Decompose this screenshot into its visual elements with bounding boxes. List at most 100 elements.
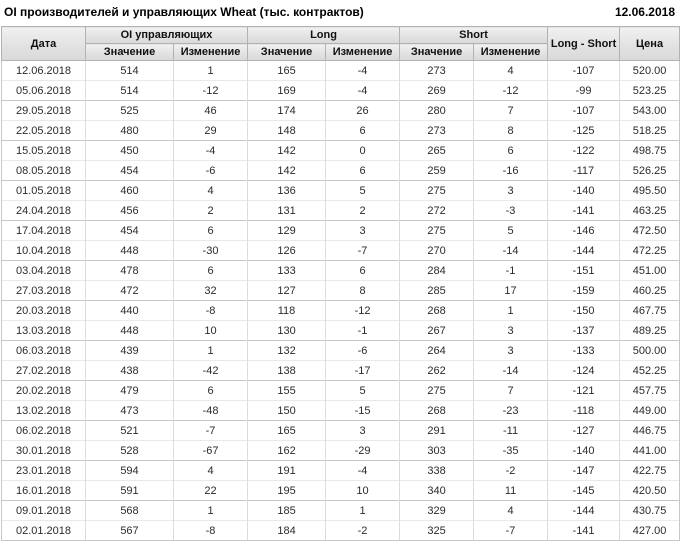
cell-oi-value: 514	[85, 60, 174, 81]
header-oi-change: Изменение	[172, 43, 249, 61]
cell-short-value: 273	[399, 60, 475, 81]
cell-price: 498.75	[619, 140, 680, 161]
cell-long-value: 118	[247, 300, 327, 321]
cell-short-value: 284	[399, 260, 475, 281]
cell-long-change: -12	[325, 300, 401, 321]
header-group-long: Long	[247, 26, 401, 44]
cell-date: 05.06.2018	[1, 80, 86, 101]
cell-price: 467.75	[619, 300, 680, 321]
table-row: 20.02.2018 479 6 155 5 275 7 -121 457.75	[1, 380, 680, 401]
cell-long-short: -122	[547, 140, 621, 161]
table-row: 01.05.2018 460 4 136 5 275 3 -140 495.50	[1, 180, 680, 201]
cell-oi-value: 440	[85, 300, 174, 321]
cell-short-change: -14	[473, 240, 549, 261]
cell-long-value: 191	[247, 460, 327, 481]
cell-date: 10.04.2018	[1, 240, 86, 261]
cell-price: 463.25	[619, 200, 680, 221]
cell-long-short: -140	[547, 440, 621, 461]
cell-short-change: 4	[473, 60, 549, 81]
cell-long-short: -146	[547, 220, 621, 241]
cell-price: 526.25	[619, 160, 680, 181]
cell-short-value: 270	[399, 240, 475, 261]
cell-price: 472.25	[619, 240, 680, 261]
header-long-short: Long - Short	[547, 26, 621, 61]
cell-short-change: 17	[473, 280, 549, 301]
cell-short-value: 272	[399, 200, 475, 221]
cell-short-change: -16	[473, 160, 549, 181]
cell-long-change: -4	[325, 80, 401, 101]
cell-oi-value: 448	[85, 240, 174, 261]
cell-long-change: -7	[325, 240, 401, 261]
cell-long-short: -137	[547, 320, 621, 341]
cell-long-value: 136	[247, 180, 327, 201]
cell-long-short: -117	[547, 160, 621, 181]
cell-oi-value: 439	[85, 340, 174, 361]
cell-oi-value: 480	[85, 120, 174, 141]
cell-long-value: 133	[247, 260, 327, 281]
table-row: 29.05.2018 525 46 174 26 280 7 -107 543.00	[1, 100, 680, 121]
cell-short-value: 340	[399, 480, 475, 501]
table-row: 06.03.2018 439 1 132 -6 264 3 -133 500.00	[1, 340, 680, 361]
cell-oi-value: 594	[85, 460, 174, 481]
cell-long-change: 3	[325, 420, 401, 441]
cell-long-change: 8	[325, 280, 401, 301]
cell-oi-value: 473	[85, 400, 174, 421]
cell-long-change: 0	[325, 140, 401, 161]
cell-oi-value: 528	[85, 440, 174, 461]
cell-price: 518.25	[619, 120, 680, 141]
cell-short-value: 269	[399, 80, 475, 101]
cell-oi-change: 1	[172, 60, 249, 81]
cell-short-change: -11	[473, 420, 549, 441]
table-row: 12.06.2018 514 1 165 -4 273 4 -107 520.00	[1, 60, 680, 81]
header-short-change: Изменение	[473, 43, 549, 61]
cell-oi-change: 29	[172, 120, 249, 141]
cell-short-value: 267	[399, 320, 475, 341]
cell-oi-value: 567	[85, 520, 174, 541]
cell-oi-change: -30	[172, 240, 249, 261]
table-row: 02.01.2018 567 -8 184 -2 325 -7 -141 427.00	[1, 520, 680, 541]
cell-date: 06.02.2018	[1, 420, 86, 441]
cell-short-value: 275	[399, 380, 475, 401]
cell-price: 460.25	[619, 280, 680, 301]
cell-long-short: -121	[547, 380, 621, 401]
cell-short-value: 329	[399, 500, 475, 521]
cell-date: 12.06.2018	[1, 60, 86, 81]
cell-short-value: 275	[399, 180, 475, 201]
cell-oi-change: 2	[172, 200, 249, 221]
cell-short-change: 6	[473, 140, 549, 161]
cell-price: 472.50	[619, 220, 680, 241]
table-row: 23.01.2018 594 4 191 -4 338 -2 -147 422.75	[1, 460, 680, 481]
cell-long-short: -133	[547, 340, 621, 361]
cell-long-value: 127	[247, 280, 327, 301]
cell-oi-change: 32	[172, 280, 249, 301]
table-row: 16.01.2018 591 22 195 10 340 11 -145 420.50	[1, 480, 680, 501]
cell-short-change: 1	[473, 300, 549, 321]
cell-long-short: -144	[547, 500, 621, 521]
cell-short-change: 7	[473, 100, 549, 121]
header-date: Дата	[1, 26, 86, 61]
cell-oi-change: -8	[172, 300, 249, 321]
table-row: 13.02.2018 473 -48 150 -15 268 -23 -118 449.00	[1, 400, 680, 421]
cell-price: 452.25	[619, 360, 680, 381]
cell-short-change: -3	[473, 200, 549, 221]
cell-oi-change: -12	[172, 80, 249, 101]
cell-price: 489.25	[619, 320, 680, 341]
cell-long-short: -141	[547, 520, 621, 541]
oi-report-table: Дата OI управляющих Long Short Long - Sh…	[1, 26, 680, 541]
cell-oi-change: -4	[172, 140, 249, 161]
table-row: 30.01.2018 528 -67 162 -29 303 -35 -140 441.00	[1, 440, 680, 461]
table-row: 06.02.2018 521 -7 165 3 291 -11 -127 446.75	[1, 420, 680, 441]
table-row: 27.02.2018 438 -42 138 -17 262 -14 -124 452.25	[1, 360, 680, 381]
cell-oi-change: -6	[172, 160, 249, 181]
cell-oi-change: 4	[172, 460, 249, 481]
cell-long-change: 5	[325, 380, 401, 401]
cell-short-change: -1	[473, 260, 549, 281]
cell-date: 17.04.2018	[1, 220, 86, 241]
cell-long-change: -15	[325, 400, 401, 421]
cell-oi-change: 6	[172, 260, 249, 281]
cell-price: 457.75	[619, 380, 680, 401]
cell-oi-value: 454	[85, 160, 174, 181]
cell-oi-change: 6	[172, 380, 249, 401]
table-row: 03.04.2018 478 6 133 6 284 -1 -151 451.00	[1, 260, 680, 281]
cell-short-change: -7	[473, 520, 549, 541]
